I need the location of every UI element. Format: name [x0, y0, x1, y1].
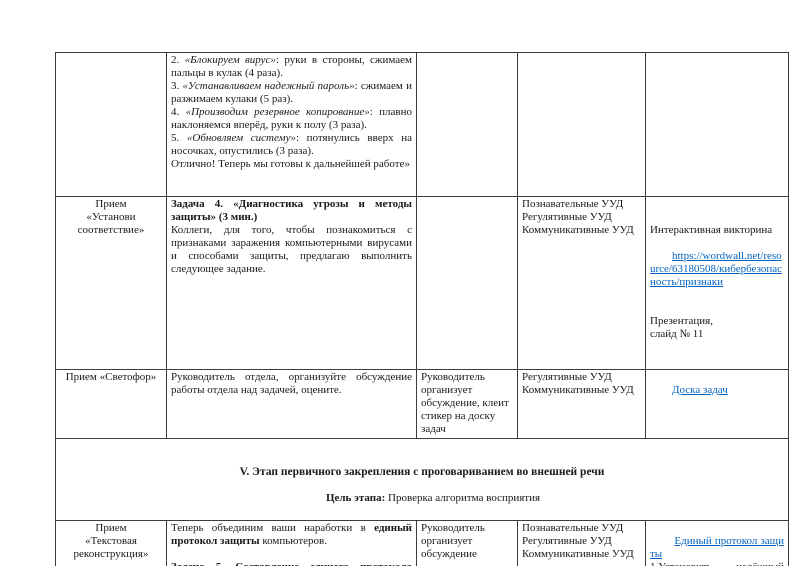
- text-segment: 2.: [171, 54, 185, 66]
- cell-r2-technique: Прием «Установи соответствие»: [55, 196, 167, 370]
- text-segment: Теперь объединим ваши наработки в: [171, 522, 375, 534]
- presentation-note: Презентация, слайд № 11: [650, 315, 713, 340]
- stage-goal-label: Цель этапа:: [325, 492, 386, 504]
- cell-r3-technique: Прием «Светофор»: [55, 369, 167, 439]
- cell-r1-technique-empty: [55, 52, 167, 197]
- text-segment: компьютеров.: [262, 535, 327, 547]
- text-segment-i: «Устанавливаем надежный пароль»: [182, 80, 355, 92]
- text-segment: : сжимаем и разжимаем кулаки (5 раз).: [171, 80, 412, 105]
- cell-r4-technique: Прием «Текстовая реконструкция»: [55, 520, 167, 566]
- text-segment: : потянулись вверх на носочках, опустили…: [171, 132, 412, 157]
- text-segment: 3.: [171, 80, 183, 92]
- table-row-exercise: 2. «Блокируем вирус»: руки в стороны, сж…: [55, 52, 789, 197]
- text-segment-b: единый протокол защиты: [171, 522, 415, 547]
- stage-goal-text: Проверка алгоритма восприятия: [385, 492, 541, 504]
- text-segment: 1.Установить надёжный: [650, 561, 787, 566]
- table-row-svetofor: Прием «Светофор» Руководитель отдела, ор…: [55, 369, 789, 439]
- cell-r4-uud: Познавательные УУД Регулятивные УУД Комм…: [517, 520, 646, 566]
- stage-goal: Цель этапа: Проверка алгоритма восприяти…: [326, 492, 540, 504]
- cell-r3-actions: Руководитель организует обсуждение, клеи…: [416, 369, 518, 439]
- cell-r2-actions-empty: [416, 196, 518, 370]
- text-segment: 4.: [171, 106, 186, 118]
- cell-r1-resources-empty: [645, 52, 789, 197]
- table-row-section-header: V. Этап первичного закрепления с прогова…: [55, 438, 789, 521]
- task-board-link[interactable]: Доска задач: [672, 384, 728, 396]
- stage-title: V. Этап первичного закрепления с прогова…: [239, 466, 605, 478]
- table-row-task4: Прием «Установи соответствие» Задача 4. …: [55, 196, 789, 370]
- table-row-task5: Прием «Текстовая реконструкция» Теперь о…: [55, 520, 789, 566]
- text-segment-b: Задача 4. «Диагностика угрозы и методы з…: [171, 198, 412, 223]
- cell-r1-uud-empty: [517, 52, 646, 197]
- text-segment-i: «Производим резервное копирование»: [185, 106, 370, 118]
- protocol-steps: 1.Установить надёжный антивирус и регуля…: [650, 561, 787, 566]
- cell-r2-task-text: Задача 4. «Диагностика угрозы и методы з…: [166, 196, 417, 370]
- text-segment: Отлично! Теперь мы готовы к дальнейшей р…: [171, 158, 410, 170]
- cell-r2-resources: Интерактивная викторина https://wordwall…: [645, 196, 789, 370]
- protocol-link[interactable]: Единый протокол защиты: [650, 535, 784, 560]
- text-segment: : плавно наклоняемся вперёд, руки к полу…: [171, 106, 412, 131]
- text-segment: Коллеги, для того, чтобы познакомиться с…: [171, 224, 415, 275]
- cell-r1-actions-empty: [416, 52, 518, 197]
- text-segment-i: «Блокируем вирус»: [184, 54, 276, 66]
- cell-r4-actions: Руководитель организует обсуждение: [416, 520, 518, 566]
- cell-r2-uud: Познавательные УУД Регулятивные УУД Комм…: [517, 196, 646, 370]
- cell-r4-task-text: Теперь объединим ваши наработки в единый…: [166, 520, 417, 566]
- lesson-plan-table: 2. «Блокируем вирус»: руки в стороны, сж…: [55, 52, 789, 566]
- cell-r3-resources: Доска задач: [645, 369, 789, 439]
- cell-r1-exercise-text: 2. «Блокируем вирус»: руки в стороны, сж…: [166, 52, 417, 197]
- cell-r3-uud: Регулятивные УУД Коммуникативные УУД: [517, 369, 646, 439]
- text-segment: 5.: [171, 132, 187, 144]
- wordwall-link[interactable]: https://wordwall.net/resource/63180508/к…: [650, 250, 783, 288]
- text-segment-i: «Обновляем систему»: [186, 132, 296, 144]
- cell-r3-task-text: Руководитель отдела, организуйте обсужде…: [166, 369, 417, 439]
- text-segment-b: Задача 5. Составление единого протокола …: [171, 561, 415, 566]
- text-segment: : руки в стороны, сжимаем пальцы в кулак…: [171, 54, 412, 79]
- cell-r4-resources: Единый протокол защиты 1.Установить надё…: [645, 520, 789, 566]
- resource-quiz-label: Интерактивная викторина: [650, 224, 773, 236]
- cell-section-header: V. Этап первичного закрепления с прогова…: [55, 438, 789, 521]
